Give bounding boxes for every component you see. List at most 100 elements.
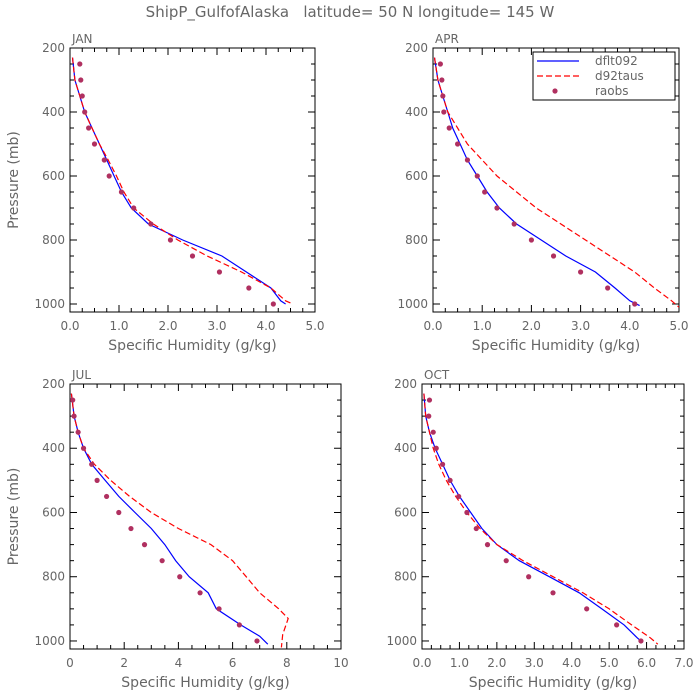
y-axis-label: Pressure (mb) bbox=[6, 131, 22, 229]
raobs-point bbox=[584, 606, 590, 612]
raobs-point bbox=[71, 413, 77, 419]
y-tick-label: 1000 bbox=[386, 634, 417, 648]
raobs-point bbox=[464, 509, 470, 516]
x-tick-label: 0.0 bbox=[423, 319, 442, 333]
raobs-point bbox=[148, 221, 154, 227]
y-tick-label: 200 bbox=[42, 41, 65, 55]
plot-frame bbox=[421, 383, 685, 650]
raobs-point bbox=[464, 157, 471, 163]
raobs-point bbox=[526, 574, 532, 580]
x-tick-label: 10 bbox=[333, 656, 348, 670]
y-tick-label: 600 bbox=[394, 505, 417, 519]
x-tick-label: 4.0 bbox=[256, 319, 275, 333]
y-tick-label: 400 bbox=[394, 441, 417, 455]
raobs-point bbox=[439, 461, 446, 467]
raobs-point bbox=[77, 61, 83, 67]
x-tick-label: 0.0 bbox=[412, 656, 431, 670]
raobs-point bbox=[550, 590, 556, 596]
x-tick-label: 7.0 bbox=[674, 656, 693, 670]
panel-jul: JUL 0 2 4 6 8 10 200 400 600 800 1000 Specific Humid… bbox=[6, 368, 349, 691]
series-group bbox=[70, 393, 289, 648]
x-tick-label: 5.0 bbox=[669, 319, 688, 333]
series-line-dflt092 bbox=[71, 57, 286, 305]
raobs-point bbox=[103, 493, 110, 500]
series-line-dflt092 bbox=[423, 393, 644, 644]
raobs-point bbox=[89, 461, 95, 467]
x-tick-label: 2 bbox=[120, 656, 128, 670]
raobs-point bbox=[494, 205, 500, 211]
raobs-point bbox=[75, 429, 81, 435]
panel-apr: APR 0.0 1.0 2.0 3.0 4.0 5.0 200 400 600 800 1000 Spe… bbox=[397, 32, 688, 354]
raobs-point bbox=[446, 125, 452, 131]
raobs-point bbox=[167, 237, 174, 243]
y-tick-label: 600 bbox=[405, 169, 428, 183]
raobs-point bbox=[70, 397, 76, 403]
series-group bbox=[423, 393, 659, 645]
y-tick-label: 400 bbox=[42, 441, 65, 455]
raobs-point bbox=[426, 413, 432, 419]
y-axis-label: Pressure (mb) bbox=[6, 468, 22, 566]
raobs-point bbox=[189, 253, 196, 259]
y-tick-label: 800 bbox=[405, 233, 428, 247]
raobs-point bbox=[430, 429, 436, 435]
y-tick-label: 1000 bbox=[34, 634, 65, 648]
raobs-point bbox=[78, 77, 84, 83]
x-axis-label: Specific Humidity (g/kg) bbox=[472, 338, 640, 354]
raobs-point bbox=[236, 622, 242, 628]
x-tick-label: 1.0 bbox=[473, 319, 492, 333]
raobs-point bbox=[128, 525, 134, 532]
raobs-point bbox=[482, 189, 488, 195]
x-tick-label: 1.0 bbox=[109, 319, 128, 333]
x-tick-label: 2.0 bbox=[158, 319, 177, 333]
plot-frame bbox=[69, 383, 342, 650]
raobs-point bbox=[94, 477, 100, 483]
x-tick-label: 4.0 bbox=[620, 319, 639, 333]
raobs-point bbox=[86, 125, 92, 131]
legend-swatch-raobs bbox=[552, 88, 558, 94]
raobs-point bbox=[528, 237, 535, 243]
raobs-point bbox=[455, 141, 461, 147]
y-tick-label: 600 bbox=[42, 505, 65, 519]
raobs-point bbox=[474, 173, 480, 179]
y-tick-label: 200 bbox=[42, 377, 65, 391]
raobs-point bbox=[177, 574, 183, 580]
x-tick-label: 1.0 bbox=[450, 656, 469, 670]
raobs-point bbox=[447, 477, 453, 483]
raobs-point bbox=[473, 525, 479, 532]
raobs-point bbox=[456, 493, 462, 500]
x-tick-label: 8 bbox=[283, 656, 291, 670]
y-tick-label: 800 bbox=[42, 233, 65, 247]
raobs-point bbox=[79, 93, 85, 99]
series-group bbox=[71, 57, 294, 307]
x-tick-label: 4.0 bbox=[562, 656, 581, 670]
x-tick-label: 3.0 bbox=[207, 319, 226, 333]
x-tick-label: 6.0 bbox=[637, 656, 656, 670]
raobs-point bbox=[106, 173, 112, 179]
raobs-point bbox=[484, 542, 491, 548]
panel-jan: JAN 0.0 1.0 2.0 3.0 4.0 5.0 200 400 600 800 1000 Spe… bbox=[6, 32, 325, 354]
raobs-point bbox=[116, 509, 122, 516]
series-line-d92taus bbox=[70, 393, 289, 648]
panel-oct: OCT 0.0 1.0 2.0 3.0 4.0 5.0 6.0 7.0 200 400 600 800 1… bbox=[386, 368, 693, 691]
raobs-point bbox=[216, 269, 223, 275]
x-tick-label: 4 bbox=[175, 656, 183, 670]
raobs-point bbox=[216, 606, 222, 612]
raobs-point bbox=[437, 61, 443, 67]
raobs-point bbox=[91, 141, 98, 147]
raobs-point bbox=[270, 301, 276, 307]
raobs-point bbox=[550, 253, 557, 259]
raobs-point bbox=[141, 542, 148, 548]
raobs-point bbox=[578, 269, 584, 275]
raobs-point bbox=[614, 622, 620, 628]
raobs-point bbox=[118, 189, 125, 195]
panel-label: JUL bbox=[71, 368, 91, 382]
x-axis-label: Specific Humidity (g/kg) bbox=[469, 675, 637, 691]
y-tick-label: 400 bbox=[405, 105, 428, 119]
legend-label-d92taus: d92taus bbox=[595, 69, 644, 83]
raobs-point bbox=[441, 109, 447, 115]
x-tick-label: 3.0 bbox=[571, 319, 590, 333]
panel-label: APR bbox=[435, 32, 459, 46]
raobs-point bbox=[605, 285, 611, 291]
